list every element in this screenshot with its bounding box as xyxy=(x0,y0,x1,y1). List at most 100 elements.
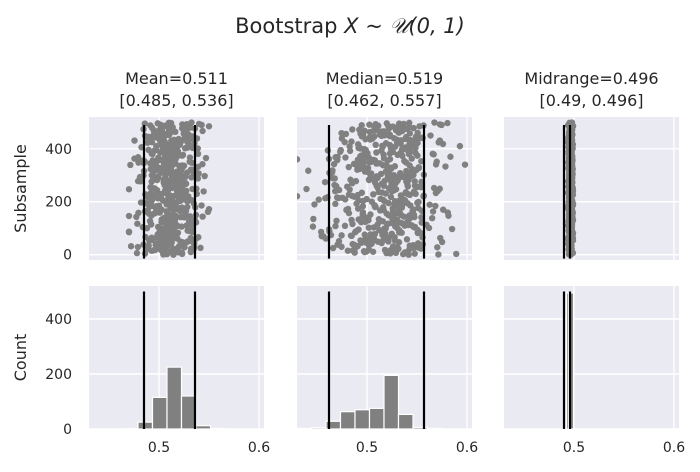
median-subsample-point xyxy=(436,121,444,128)
median-subsample-point xyxy=(411,250,418,257)
median-subsample-title-line2: [0.462, 0.557] xyxy=(327,91,441,110)
median-subsample-point xyxy=(436,185,443,192)
median-subsample-point xyxy=(415,204,422,212)
median-subsample-point xyxy=(335,238,343,245)
median-count-xtick-label-0: 0.5 xyxy=(356,440,378,456)
mean-count-ytick-label-2: 400 xyxy=(45,312,72,328)
median-subsample-point xyxy=(333,194,341,201)
mean-subsample-point xyxy=(153,142,160,150)
median-subsample-point xyxy=(427,132,434,139)
midrange-subsample-plot-area xyxy=(504,117,679,260)
mean-count-ytick-label-1: 200 xyxy=(45,367,72,383)
median-subsample-point xyxy=(309,223,317,230)
median-count-bar-3 xyxy=(339,411,356,429)
mean-subsample-point xyxy=(148,172,155,179)
median-subsample-point xyxy=(359,203,367,210)
median-subsample-point xyxy=(437,234,444,242)
median-count-bar-5 xyxy=(368,407,385,429)
median-subsample-point xyxy=(342,154,349,161)
mean-subsample-point xyxy=(184,203,191,211)
mean-subsample-point xyxy=(205,205,213,213)
median-subsample-point xyxy=(382,140,390,147)
median-subsample-point xyxy=(310,215,317,223)
figure-title-prefix: Bootstrap xyxy=(235,14,344,38)
median-subsample-point xyxy=(329,244,337,252)
median-subsample-point xyxy=(373,149,380,156)
mean-count-panel: 0.5 0.6 0 200 400 Count xyxy=(11,286,270,456)
mean-count-bar-4 xyxy=(180,395,197,429)
median-subsample-point xyxy=(400,120,407,128)
median-count-bar-4 xyxy=(354,409,371,429)
mean-subsample-point xyxy=(175,135,182,143)
mean-count-bar-2 xyxy=(151,396,168,429)
median-subsample-point xyxy=(370,191,377,198)
mean-count-xtick-label-1: 0.6 xyxy=(248,440,270,456)
median-count-bar-7 xyxy=(397,413,414,429)
median-subsample-point xyxy=(347,232,355,239)
median-subsample-point xyxy=(428,214,436,222)
mean-subsample-point xyxy=(145,146,152,154)
median-subsample-point xyxy=(349,240,356,248)
median-subsample-point xyxy=(311,201,318,208)
median-subsample-point xyxy=(357,237,364,244)
median-subsample-point xyxy=(418,158,425,165)
median-subsample-point xyxy=(415,164,422,171)
median-subsample-point xyxy=(368,198,376,205)
median-subsample-point xyxy=(429,208,437,215)
mean-subsample-point xyxy=(197,244,204,252)
mean-subsample-point xyxy=(199,160,206,168)
median-subsample-point xyxy=(349,126,356,133)
mean-subsample-point xyxy=(133,249,141,257)
median-subsample-point xyxy=(401,172,409,180)
mean-subsample-ylabel: Subsample xyxy=(11,144,30,233)
median-subsample-point xyxy=(345,191,353,198)
mean-count-ylabel: Count xyxy=(11,334,30,382)
mean-subsample-point xyxy=(199,127,206,135)
median-subsample-point xyxy=(389,243,397,250)
median-subsample-point xyxy=(332,222,339,230)
median-subsample-point xyxy=(344,183,351,190)
mean-subsample-ytick-label-1: 200 xyxy=(45,195,72,211)
median-count-panel: 0.5 0.6 xyxy=(297,286,478,456)
median-subsample-point xyxy=(414,129,421,137)
median-subsample-point xyxy=(410,241,417,249)
median-subsample-panel: Median=0.519 [0.462, 0.557] xyxy=(297,69,472,260)
median-subsample-point xyxy=(434,244,441,251)
median-subsample-point xyxy=(436,137,443,144)
mean-subsample-point xyxy=(187,234,195,242)
mean-count-bar-1 xyxy=(137,421,154,429)
mean-subsample-point xyxy=(155,154,162,161)
median-subsample-point xyxy=(417,134,425,141)
mean-subsample-point xyxy=(149,157,156,164)
mean-subsample-point xyxy=(165,119,173,127)
median-subsample-point xyxy=(329,174,336,182)
median-subsample-point xyxy=(412,149,419,157)
mean-subsample-point xyxy=(125,228,133,235)
median-subsample-point xyxy=(363,195,370,203)
median-subsample-point xyxy=(397,169,404,177)
midrange-subsample-title-line1: Midrange=0.496 xyxy=(524,69,658,88)
mean-count-bar-5 xyxy=(195,425,212,429)
median-subsample-point xyxy=(381,246,389,254)
mean-subsample-panel: 0 200 400 Subsample Mean=0.511 [0.485, 0.536] xyxy=(11,69,264,264)
median-subsample-point xyxy=(376,226,383,234)
mean-subsample-point xyxy=(148,234,155,241)
median-subsample-point xyxy=(396,209,404,217)
mean-subsample-point xyxy=(154,120,161,127)
mean-subsample-point xyxy=(200,188,207,195)
median-subsample-point xyxy=(447,153,454,160)
median-subsample-point xyxy=(444,209,451,216)
median-subsample-point xyxy=(333,217,340,225)
median-subsample-point xyxy=(410,188,418,195)
mean-subsample-point xyxy=(131,137,138,144)
mean-subsample-point xyxy=(201,172,208,180)
median-subsample-point xyxy=(372,120,379,128)
median-subsample-point xyxy=(453,250,460,258)
median-subsample-point xyxy=(403,167,410,175)
median-subsample-point xyxy=(344,205,352,213)
median-subsample-point xyxy=(338,232,345,239)
mean-subsample-point xyxy=(188,119,195,126)
mean-subsample-ytick-label-0: 0 xyxy=(63,248,72,264)
median-subsample-point xyxy=(388,230,395,237)
median-subsample-point xyxy=(354,141,362,148)
